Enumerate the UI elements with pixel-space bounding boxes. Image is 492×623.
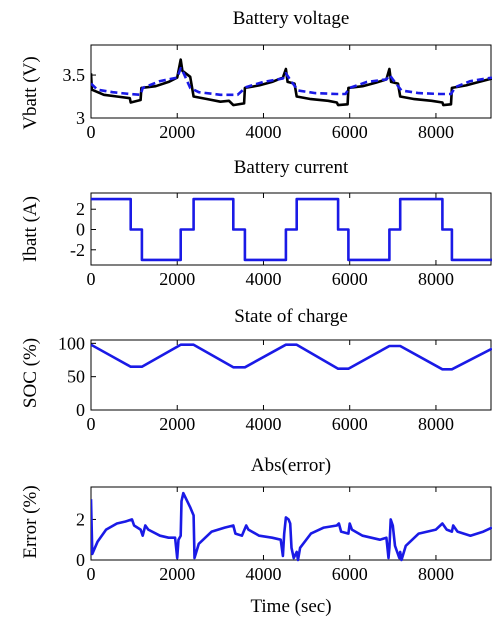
error-xtick-label: 6000	[332, 564, 368, 584]
voltage-panel: Battery voltage Vbatt (V) 0 2000 4000 6000 8…	[20, 8, 492, 142]
soc-xtick-label: 4000	[245, 414, 281, 434]
soc-xtick-label: 2000	[159, 414, 195, 434]
current-panel: Battery current Ibatt (A) 0 2000 4000 6000 8…	[20, 157, 492, 289]
soc-ylabel: SOC (%)	[20, 338, 41, 408]
soc-xtick-label: 8000	[418, 414, 454, 434]
voltage-ylabel: Vbatt (V)	[20, 56, 41, 129]
error-panel: Abs(error) Error (%) Time (sec) 0 2000 400…	[20, 455, 492, 617]
current-xtick-label: 0	[87, 269, 96, 289]
current-xtick-label: 8000	[418, 269, 454, 289]
current-ytick-label: 0	[76, 220, 85, 240]
voltage-xtick-label: 8000	[418, 122, 454, 142]
error-ylabel: Error (%)	[20, 485, 41, 558]
current-ylabel: Ibatt (A)	[20, 196, 41, 262]
current-ytick-label: 2	[76, 199, 85, 219]
voltage-series-2-line	[91, 66, 492, 97]
voltage-xtick-label: 2000	[159, 122, 195, 142]
current-xtick-label: 4000	[245, 269, 281, 289]
current-xtick-label: 2000	[159, 269, 195, 289]
voltage-ytick-label: 3	[76, 108, 85, 128]
voltage-xtick-label: 4000	[245, 122, 281, 142]
voltage-xtick-label: 0	[87, 122, 96, 142]
error-xtick-label: 8000	[418, 564, 454, 584]
error-xtick-label: 4000	[245, 564, 281, 584]
soc-ytick-label: 50	[67, 367, 85, 387]
voltage-xtick-label: 6000	[332, 122, 368, 142]
current-xtick-label: 6000	[332, 269, 368, 289]
soc-ytick-label: 0	[76, 400, 85, 420]
error-title: Abs(error)	[251, 455, 331, 476]
soc-title: State of charge	[234, 306, 348, 327]
current-ytick-label: -2	[70, 240, 85, 260]
soc-xtick-label: 6000	[332, 414, 368, 434]
soc-panel: State of charge SOC (%) 0 2000 4000 6000 800…	[20, 306, 492, 434]
soc-axes-frame	[90, 339, 492, 411]
current-axes-frame	[90, 192, 492, 266]
soc-ytick-label: 100	[58, 333, 85, 353]
voltage-ytick-label: 3.5	[63, 65, 86, 85]
error-xtick-label: 2000	[159, 564, 195, 584]
voltage-title: Battery voltage	[233, 8, 350, 29]
current-title: Battery current	[234, 157, 349, 178]
soc-xtick-label: 0	[87, 414, 96, 434]
error-ytick-label: 2	[76, 509, 85, 529]
error-xtick-label: 0	[87, 564, 96, 584]
soc-series-1-line	[91, 343, 492, 371]
current-series-1-line	[91, 197, 492, 262]
error-ytick-label: 0	[76, 550, 85, 570]
error-series-1-line	[91, 491, 492, 562]
error-xlabel: Time (sec)	[250, 596, 331, 617]
